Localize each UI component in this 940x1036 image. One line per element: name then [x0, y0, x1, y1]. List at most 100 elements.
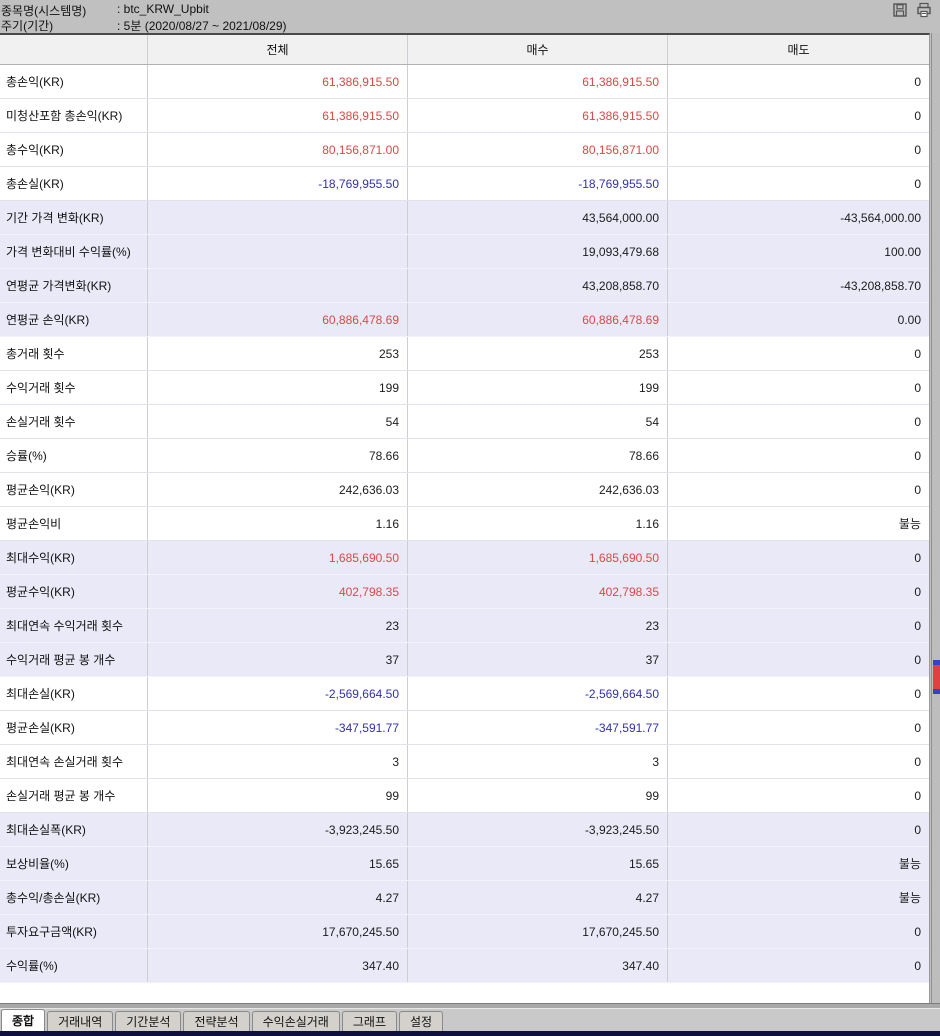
row-label: 가격 변화대비 수익률(%): [0, 235, 148, 268]
save-icon[interactable]: [892, 2, 908, 18]
period-label: 주기(기간): [1, 19, 54, 33]
row-value: -3,923,245.50: [148, 813, 408, 846]
row-value: [148, 235, 408, 268]
row-value: 15.65: [148, 847, 408, 880]
table-row: 최대연속 손실거래 횟수 3 3 0: [0, 745, 929, 779]
table-row: 평균손실(KR) -347,591.77 -347,591.77 0: [0, 711, 929, 745]
table-row: 보상비율(%) 15.65 15.65 불능: [0, 847, 929, 881]
header-col-buy: 매수: [408, 35, 668, 64]
table-row: 총손익(KR) 61,386,915.50 61,386,915.50 0: [0, 65, 929, 99]
row-value: -347,591.77: [408, 711, 668, 744]
row-label: 수익거래 횟수: [0, 371, 148, 404]
row-value: -2,569,664.50: [408, 677, 668, 710]
row-value: 61,386,915.50: [148, 99, 408, 132]
row-label: 총손익(KR): [0, 65, 148, 98]
tab-5[interactable]: 그래프: [341, 1011, 397, 1031]
tab-4[interactable]: 수익손실거래: [251, 1011, 340, 1031]
row-value: 17,670,245.50: [408, 915, 668, 948]
row-label: 평균손실(KR): [0, 711, 148, 744]
row-value: 54: [408, 405, 668, 438]
row-value: 0: [914, 686, 921, 701]
row-value: 4.27: [148, 881, 408, 914]
scrollbar-marker[interactable]: [933, 660, 940, 694]
row-value: 80,156,871.00: [148, 133, 408, 166]
row-value: 43,564,000.00: [408, 201, 668, 234]
bottom-strip: [0, 1031, 940, 1036]
row-value: 0: [914, 652, 921, 667]
row-label: 최대손실폭(KR): [0, 813, 148, 846]
row-value: 0: [914, 924, 921, 939]
row-value: 0.00: [897, 312, 921, 327]
row-value: 0: [914, 414, 921, 429]
symbol-value: : btc_KRW_Upbit: [117, 2, 209, 16]
row-value: 불능: [898, 857, 921, 871]
row-value: 402,798.35: [408, 575, 668, 608]
table-row: 투자요구금액(KR) 17,670,245.50 17,670,245.50 0: [0, 915, 929, 949]
row-label: 총손실(KR): [0, 167, 148, 200]
row-label: 최대연속 손실거래 횟수: [0, 745, 148, 778]
row-value: 23: [408, 609, 668, 642]
row-label: 기간 가격 변화(KR): [0, 201, 148, 234]
table-row: 평균손익비 1.16 1.16 불능: [0, 507, 929, 541]
tab-2[interactable]: 기간분석: [115, 1011, 182, 1031]
tab-1[interactable]: 거래내역: [47, 1011, 114, 1031]
print-icon[interactable]: [916, 2, 932, 18]
row-value: 3: [408, 745, 668, 778]
table-row: 가격 변화대비 수익률(%) 19,093,479.68 100.00: [0, 235, 929, 269]
row-label: 미청산포함 총손익(KR): [0, 99, 148, 132]
row-value: 37: [148, 643, 408, 676]
row-value: 15.65: [408, 847, 668, 880]
row-label: 평균손익비: [0, 507, 148, 540]
row-value: -43,564,000.00: [840, 210, 921, 225]
row-value: 54: [148, 405, 408, 438]
row-value: 37: [408, 643, 668, 676]
row-value: 0: [914, 788, 921, 803]
row-value: 43,208,858.70: [408, 269, 668, 302]
stats-table: 전체 매수 매도 총손익(KR) 61,386,915.50 61,386,915.…: [0, 33, 930, 1005]
table-row: 평균수익(KR) 402,798.35 402,798.35 0: [0, 575, 929, 609]
row-label: 연평균 가격변화(KR): [0, 269, 148, 302]
row-value: 0: [914, 482, 921, 497]
table-row: 손실거래 평균 봉 개수 99 99 0: [0, 779, 929, 813]
table-row: 최대수익(KR) 1,685,690.50 1,685,690.50 0: [0, 541, 929, 575]
row-value: 253: [148, 337, 408, 370]
tab-summary[interactable]: 종합: [1, 1009, 46, 1031]
table-row: 평균손익(KR) 242,636.03 242,636.03 0: [0, 473, 929, 507]
row-value: 60,886,478.69: [408, 303, 668, 336]
row-value: 0: [914, 550, 921, 565]
row-label: 승률(%): [0, 439, 148, 472]
row-value: 80,156,871.00: [408, 133, 668, 166]
row-value: 0: [914, 618, 921, 633]
row-value: 347.40: [408, 949, 668, 982]
row-value: 0: [914, 754, 921, 769]
row-value: -2,569,664.50: [148, 677, 408, 710]
tab-3[interactable]: 전략분석: [183, 1011, 250, 1031]
row-value: 0: [914, 142, 921, 157]
row-value: 199: [408, 371, 668, 404]
row-value: 1,685,690.50: [408, 541, 668, 574]
scrollbar[interactable]: [931, 33, 940, 1003]
tab-6[interactable]: 설정: [398, 1011, 444, 1031]
row-value: -18,769,955.50: [408, 167, 668, 200]
table-row: 최대손실폭(KR) -3,923,245.50 -3,923,245.50 0: [0, 813, 929, 847]
row-label: 총수익/총손실(KR): [0, 881, 148, 914]
window-edge: [0, 1003, 940, 1009]
row-value: 0: [914, 958, 921, 973]
row-value: 0: [914, 108, 921, 123]
row-label: 평균수익(KR): [0, 575, 148, 608]
row-value: 253: [408, 337, 668, 370]
row-label: 투자요구금액(KR): [0, 915, 148, 948]
period-value: : 5분 (2020/08/27 ~ 2021/08/29): [117, 19, 287, 33]
row-value: 불능: [898, 517, 921, 531]
table-row: 최대손실(KR) -2,569,664.50 -2,569,664.50 0: [0, 677, 929, 711]
table-row: 연평균 가격변화(KR) 43,208,858.70 -43,208,858.70: [0, 269, 929, 303]
row-value: 347.40: [148, 949, 408, 982]
stats-table-header: 전체 매수 매도: [0, 35, 929, 65]
row-value: 0: [914, 346, 921, 361]
table-row: 총손실(KR) -18,769,955.50 -18,769,955.50 0: [0, 167, 929, 201]
table-row: 최대연속 수익거래 횟수 23 23 0: [0, 609, 929, 643]
table-row: 총수익(KR) 80,156,871.00 80,156,871.00 0: [0, 133, 929, 167]
row-value: 1.16: [148, 507, 408, 540]
row-label: 수익률(%): [0, 949, 148, 982]
row-label: 평균손익(KR): [0, 473, 148, 506]
